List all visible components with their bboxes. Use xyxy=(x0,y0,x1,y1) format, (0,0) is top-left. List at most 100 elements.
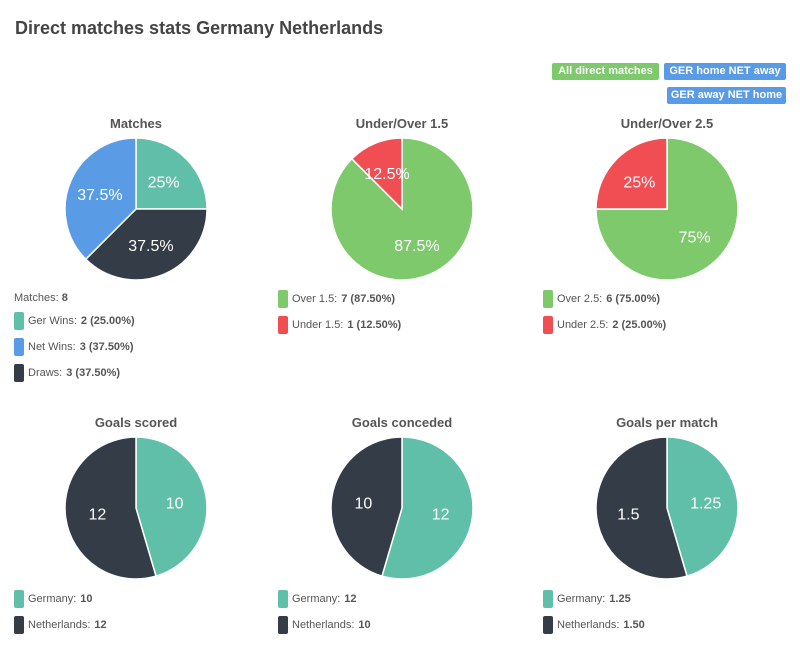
legend-value: 1.25 xyxy=(609,593,631,605)
legend-value: 10 xyxy=(358,619,371,631)
pie-slice-under-2-5 xyxy=(595,137,668,210)
legend-label: Germany: xyxy=(28,593,77,605)
pie-slice-germany xyxy=(135,436,208,578)
legend-label: Net Wins: xyxy=(28,341,76,353)
chart-title: Goals scored xyxy=(94,415,178,430)
legend-item-under-2-5[interactable]: Under 2.5: 2 (25.00%) xyxy=(543,312,666,338)
pie-slice-label: 12 xyxy=(88,507,106,524)
legend-goals-conceded: Germany: 12 Netherlands: 10 xyxy=(278,586,371,638)
legend-value: 2 (25.00%) xyxy=(80,315,135,327)
all-direct-matches-button[interactable]: All direct matches xyxy=(552,63,659,80)
legend-item-draws[interactable]: Draws: 3 (37.50%) xyxy=(14,360,135,386)
legend-item-ger-wins[interactable]: Ger Wins: 2 (25.00%) xyxy=(14,308,135,334)
legend-label: Draws: xyxy=(28,367,63,379)
legend-swatch xyxy=(543,290,553,308)
pie-slice-netherlands xyxy=(595,436,688,580)
chart-title: Goals per match xyxy=(616,415,718,430)
legend-label: Over 2.5: xyxy=(557,293,603,305)
chart-title: Matches xyxy=(109,116,163,131)
legend-label: Matches: xyxy=(14,292,59,304)
chart-goals-per-match: Goals per match 1.25 1.5 xyxy=(547,415,787,581)
chart-title: Goals conceded xyxy=(351,415,453,430)
legend-value: 3 (37.50%) xyxy=(79,341,134,353)
pie-slice-label: 25% xyxy=(148,174,180,191)
pie-slice-label: 37.5% xyxy=(128,238,173,255)
pie-chart: 25% 37.5% 37.5% xyxy=(64,137,208,281)
legend-label: Over 1.5: xyxy=(292,293,338,305)
pie-chart: 10 12 xyxy=(64,436,208,580)
pie-slice-draws xyxy=(84,208,208,281)
pie-slice-germany xyxy=(381,436,474,580)
legend-item-germany[interactable]: Germany: 1.25 xyxy=(543,586,645,612)
legend-swatch xyxy=(278,590,288,608)
legend-label: Germany: xyxy=(292,593,341,605)
legend-matches: Matches: 8 Ger Wins: 2 (25.00%) Net Wins: 3… xyxy=(14,288,135,386)
pie-slice-label: 75% xyxy=(679,230,711,247)
legend-item-netherlands[interactable]: Netherlands: 1.50 xyxy=(543,612,645,638)
chart-goals-conceded: Goals conceded 12 10 xyxy=(282,415,522,581)
legend-item-germany[interactable]: Germany: 10 xyxy=(14,586,107,612)
legend-item-germany[interactable]: Germany: 12 xyxy=(278,586,371,612)
legend-item-net-wins[interactable]: Net Wins: 3 (37.50%) xyxy=(14,334,135,360)
legend-label: Netherlands: xyxy=(28,619,91,631)
ger-home-net-away-button[interactable]: GER home NET away xyxy=(664,63,786,80)
chart-under-over-1-5: Under/Over 1.5 87.5% 12.5% xyxy=(282,116,522,282)
legend-value: 12 xyxy=(94,619,107,631)
page-title: Direct matches stats Germany Netherlands xyxy=(15,18,384,38)
chart-under-over-2-5: Under/Over 2.5 75% 25% xyxy=(547,116,787,282)
legend-value: 8 xyxy=(61,292,68,304)
legend-item-netherlands[interactable]: Netherlands: 12 xyxy=(14,612,107,638)
legend-swatch xyxy=(543,616,553,634)
pie-slice-label: 12 xyxy=(432,507,450,524)
pie-slice-label: 12.5% xyxy=(364,166,409,183)
legend-swatch xyxy=(543,316,553,334)
legend-item-under-1-5[interactable]: Under 1.5: 1 (12.50%) xyxy=(278,312,401,338)
legend-goals-scored: Germany: 10 Netherlands: 12 xyxy=(14,586,107,638)
legend-label: Netherlands: xyxy=(292,619,355,631)
legend-value: 2 (25.00%) xyxy=(612,319,667,331)
legend-value: 6 (75.00%) xyxy=(606,293,661,305)
legend-label: Ger Wins: xyxy=(28,315,77,327)
legend-total-matches: Matches: 8 xyxy=(14,288,135,308)
pie-slice-label: 10 xyxy=(354,495,372,512)
legend-goals-per-match: Germany: 1.25 Netherlands: 1.50 xyxy=(543,586,645,638)
pie-slice-under-1-5 xyxy=(350,137,403,211)
pie-slice-label: 1.5 xyxy=(617,507,639,524)
legend-value: 3 (37.50%) xyxy=(66,367,121,379)
legend-swatch xyxy=(278,290,288,308)
legend-value: 10 xyxy=(80,593,93,605)
legend-value: 1 (12.50%) xyxy=(347,319,402,331)
legend-item-over-1-5[interactable]: Over 1.5: 7 (87.50%) xyxy=(278,286,401,312)
pie-slice-germany xyxy=(666,436,739,578)
legend-under-over-2-5: Over 2.5: 6 (75.00%) Under 2.5: 2 (25.00%) xyxy=(543,286,666,338)
chart-goals-scored: Goals scored 10 12 xyxy=(16,415,256,581)
legend-swatch xyxy=(14,364,24,382)
legend-swatch xyxy=(14,338,24,356)
legend-value: 12 xyxy=(344,593,357,605)
pie-slice-ger-wins xyxy=(135,137,208,210)
legend-under-over-1-5: Over 1.5: 7 (87.50%) Under 1.5: 1 (12.50%) xyxy=(278,286,401,338)
pie-chart: 1.25 1.5 xyxy=(595,436,739,580)
pie-slice-label: 37.5% xyxy=(77,187,122,204)
ger-away-net-home-button[interactable]: GER away NET home xyxy=(667,87,786,104)
legend-label: Under 2.5: xyxy=(557,319,609,331)
pie-slice-label: 10 xyxy=(166,495,184,512)
pie-slice-label: 87.5% xyxy=(394,238,439,255)
legend-label: Germany: xyxy=(557,593,606,605)
legend-swatch xyxy=(278,316,288,334)
chart-matches: Matches 25% 37.5% 37.5% xyxy=(16,116,256,282)
legend-swatch xyxy=(14,590,24,608)
legend-label: Netherlands: xyxy=(557,619,620,631)
legend-label: Under 1.5: xyxy=(292,319,344,331)
pie-slice-netherlands xyxy=(330,436,403,578)
legend-swatch xyxy=(14,312,24,330)
legend-item-over-2-5[interactable]: Over 2.5: 6 (75.00%) xyxy=(543,286,666,312)
legend-item-netherlands[interactable]: Netherlands: 10 xyxy=(278,612,371,638)
legend-swatch xyxy=(543,590,553,608)
pie-slice-label: 1.25 xyxy=(690,495,721,512)
legend-swatch xyxy=(14,616,24,634)
pie-chart: 75% 25% xyxy=(595,137,739,281)
pie-slice-net-wins xyxy=(64,137,137,261)
legend-swatch xyxy=(278,616,288,634)
pie-chart: 12 10 xyxy=(330,436,474,580)
